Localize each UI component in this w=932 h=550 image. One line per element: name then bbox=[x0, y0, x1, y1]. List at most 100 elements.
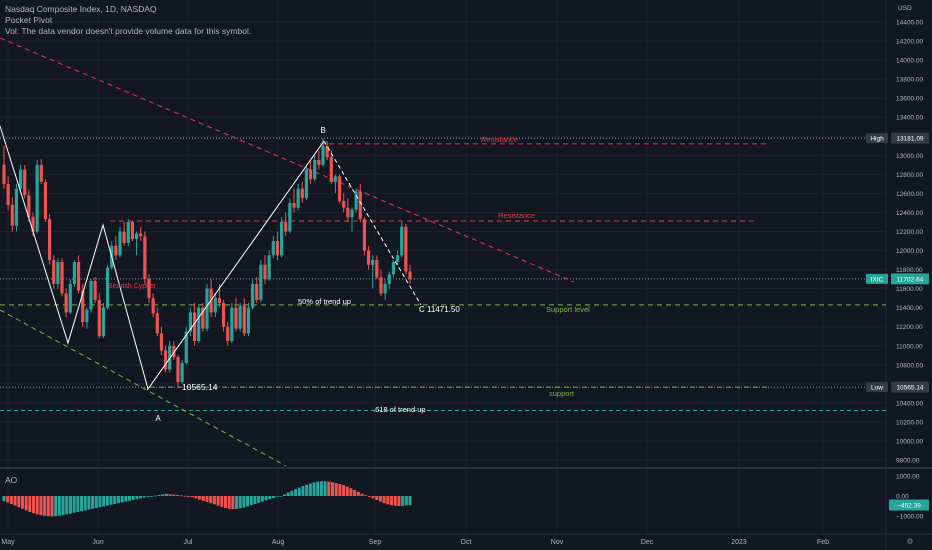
ao-pane-title[interactable]: AO bbox=[5, 475, 18, 485]
ao-bar bbox=[6, 496, 10, 503]
candle-body bbox=[105, 267, 110, 308]
ao-bar bbox=[231, 496, 235, 510]
ao-bar bbox=[9, 496, 13, 504]
candle-body bbox=[159, 333, 164, 351]
candle-body bbox=[97, 300, 101, 337]
candle-body bbox=[197, 307, 201, 342]
ao-bar bbox=[297, 487, 301, 496]
pattern-line bbox=[0, 125, 325, 391]
candle-body bbox=[81, 290, 85, 322]
price-tick-label: 14400.00 bbox=[896, 20, 923, 27]
candle-body bbox=[188, 312, 193, 332]
ao-bar bbox=[216, 496, 220, 506]
ao-bar bbox=[238, 496, 242, 509]
time-tick-label: Jun bbox=[92, 539, 103, 546]
candle-body bbox=[329, 157, 333, 182]
annotation-resistance: Resistance bbox=[498, 211, 535, 220]
candle-body bbox=[180, 362, 184, 382]
candle-body bbox=[362, 219, 367, 251]
price-tag-value-text: 13181.09 bbox=[896, 136, 923, 143]
ao-bar bbox=[220, 496, 224, 507]
annotation-resistance: Resistance bbox=[481, 135, 518, 144]
ao-bar bbox=[94, 496, 98, 508]
time-tick-label: Oct bbox=[461, 539, 472, 546]
ao-bar bbox=[249, 496, 253, 506]
ao-bar bbox=[139, 496, 143, 499]
price-tick-label: 12600.00 bbox=[896, 191, 923, 198]
price-tick-label: 12200.00 bbox=[896, 229, 923, 236]
ao-bar bbox=[323, 481, 327, 496]
candle-body bbox=[333, 176, 338, 182]
candle-body bbox=[379, 277, 383, 294]
ao-bar bbox=[360, 493, 364, 496]
candle-body bbox=[47, 219, 52, 261]
candle-body bbox=[371, 260, 375, 265]
candle-body bbox=[321, 145, 325, 165]
candle-body bbox=[122, 231, 126, 243]
price-tag-name-text: High bbox=[870, 136, 884, 143]
symbol-title[interactable]: Nasdaq Composite Index, 1D, NASDAQ bbox=[5, 4, 157, 14]
ao-bar bbox=[13, 496, 17, 506]
ao-bar bbox=[113, 496, 117, 504]
indicator-name[interactable]: Pocket Pivot bbox=[5, 15, 53, 25]
ao-bar bbox=[91, 496, 95, 509]
ao-tick-label: 1000.00 bbox=[896, 474, 920, 481]
ao-tick-label: 0.00 bbox=[896, 494, 909, 501]
candle-body bbox=[52, 260, 56, 284]
candle-body bbox=[238, 305, 242, 329]
ao-bar bbox=[286, 492, 290, 496]
price-tag-name bbox=[866, 273, 888, 284]
ao-bar bbox=[294, 489, 298, 496]
candle-body bbox=[68, 283, 72, 313]
ao-bar bbox=[356, 491, 360, 496]
ao-bar bbox=[39, 496, 43, 516]
ao-bar bbox=[35, 496, 39, 515]
ao-bar bbox=[87, 496, 91, 510]
candle-body bbox=[292, 202, 296, 208]
ao-bar bbox=[338, 484, 342, 496]
ao-bar bbox=[46, 496, 50, 517]
candle-body bbox=[230, 307, 234, 342]
ao-bar bbox=[319, 481, 323, 496]
candle-body bbox=[39, 164, 43, 182]
annotation-pattern: Bearish Cypher bbox=[108, 283, 157, 290]
ao-bar bbox=[212, 496, 216, 505]
ao-bar bbox=[353, 490, 357, 496]
candle-body bbox=[383, 283, 387, 294]
ao-bar bbox=[330, 482, 334, 496]
ao-bar bbox=[367, 496, 371, 497]
chart-legend: Nasdaq Composite Index, 1D, NASDAQ Pocke… bbox=[5, 4, 251, 37]
candle-body bbox=[267, 255, 271, 280]
candle-body bbox=[346, 207, 350, 218]
ao-bar bbox=[157, 495, 161, 496]
pattern-line-bc bbox=[323, 140, 422, 306]
price-tick-label: 13800.00 bbox=[896, 77, 923, 84]
candle-body bbox=[76, 261, 81, 291]
time-tick-label: 2023 bbox=[731, 539, 747, 546]
ao-last-value: −452.39 bbox=[897, 503, 921, 510]
candle-body bbox=[308, 169, 313, 180]
ao-bar bbox=[20, 496, 24, 509]
candle-body bbox=[35, 164, 39, 232]
price-tick-label: 11200.00 bbox=[896, 324, 923, 331]
candle-body bbox=[27, 195, 31, 218]
price-tick-label: 12400.00 bbox=[896, 210, 923, 217]
candle-body bbox=[10, 204, 14, 226]
ao-bar bbox=[257, 496, 261, 503]
price-tag-value bbox=[891, 381, 929, 393]
candle-body bbox=[31, 217, 35, 232]
ao-bar bbox=[382, 496, 386, 504]
ao-bar bbox=[109, 496, 113, 505]
candle-body bbox=[192, 312, 197, 342]
ao-bar bbox=[146, 496, 150, 497]
ao-bar bbox=[32, 496, 36, 514]
ao-bar bbox=[57, 496, 61, 516]
ao-bar bbox=[271, 496, 275, 498]
candle-body bbox=[221, 302, 226, 327]
time-tick-label: Dec bbox=[641, 539, 654, 546]
price-tick-label: 11600.00 bbox=[896, 286, 923, 293]
ao-bar bbox=[275, 496, 279, 497]
candle-body bbox=[234, 307, 238, 329]
